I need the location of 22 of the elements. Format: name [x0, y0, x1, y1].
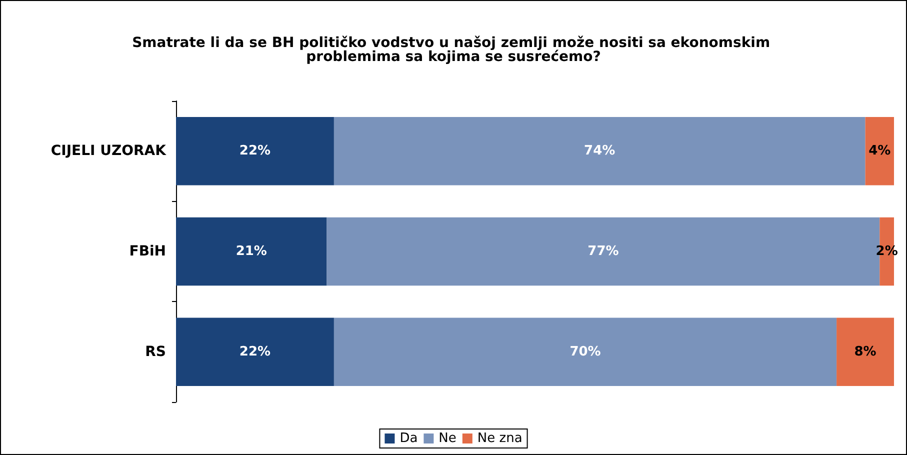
- bar: [176, 217, 327, 286]
- data-label: 77%: [588, 244, 619, 259]
- data-label: 22%: [239, 144, 271, 159]
- bar: [176, 318, 334, 386]
- bar: [865, 117, 894, 186]
- data-label: 74%: [584, 144, 616, 159]
- legend-label: Ne: [438, 431, 456, 446]
- legend-label: Ne zna: [477, 431, 522, 446]
- bar: [836, 318, 894, 386]
- bar: [334, 117, 866, 186]
- legend-label: Da: [400, 431, 418, 446]
- chart-title: Smatrate li da se BH političko vodstvo u našoj zemlji može nositi sa ekonomskim problemima sa kojima se susrećemo?: [132, 35, 775, 65]
- y-tick-label: CIJELI UZORAK: [50, 143, 168, 160]
- data-label: 21%: [236, 244, 267, 259]
- data-label: 22%: [239, 344, 271, 360]
- y-tick-label: RS: [145, 344, 166, 360]
- bar: [176, 117, 334, 186]
- data-label: 70%: [570, 344, 601, 360]
- data-label: 4%: [868, 144, 891, 159]
- bar: [334, 318, 837, 386]
- data-label: 8%: [854, 344, 876, 360]
- y-tick-label: FBiH: [129, 244, 166, 260]
